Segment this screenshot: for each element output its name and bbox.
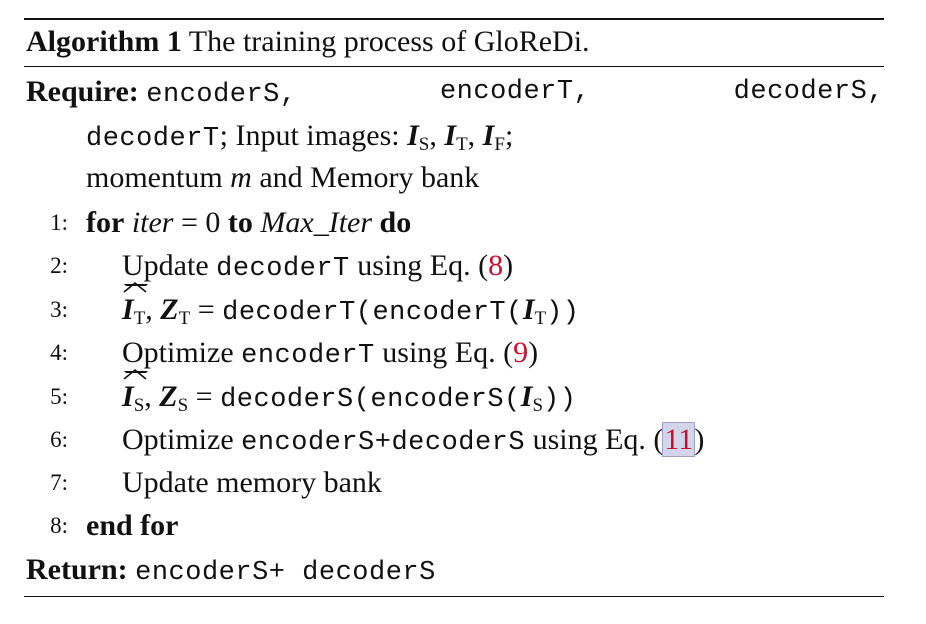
sub-F: F [494,134,505,155]
I-hat-S: I [122,368,148,417]
comma: , [429,119,437,152]
line-number-4: 4: [50,340,68,365]
line-number-2: 2: [50,253,68,278]
require-memory: and Memory bank [251,161,480,194]
encoderT-call: encoderT( [372,298,523,328]
using-eq: using Eq. ( [525,423,664,456]
for-keyword: for [86,206,125,239]
input-I-T: I [444,119,457,152]
sub-S: S [133,395,145,416]
require-decoderT: decoderT [86,124,220,154]
sub-S: S [177,395,189,416]
require-inputs-text: ; Input images: [219,119,408,152]
encoderT-ref: encoderT [241,341,375,371]
line-3: IT, ZT = decoderT(encoderT(IT)) [122,281,580,333]
do-keyword: do [379,206,412,239]
line-8: end for [86,506,179,546]
return-value: encoderS+ decoderS [135,558,436,588]
encoderS-decoderS-ref: encoderS+decoderS [241,428,526,458]
require-keyword: Require: [26,75,139,108]
eq-ref-8[interactable]: 8 [488,249,504,282]
require-encoderS: encoderS, [146,80,297,110]
top-rule [24,18,884,20]
sub-T: T [133,308,146,329]
sub-T: T [456,134,468,155]
line-4: Optimize encoderT using Eq. (9) [122,333,538,376]
require-line-1: Require: encoderS, encoderT, decoderS, [26,72,884,115]
equals: = [190,293,223,326]
decoderS-call: decoderS( [220,385,371,415]
comma: , [467,119,476,152]
update-memory-text: Update memory bank [122,466,382,499]
update-text: Update [122,249,217,282]
line-2: Update decoderT using Eq. (8) [122,246,513,289]
semicolon: ; [504,119,514,152]
line-number-5: 5: [50,384,68,409]
input-I-S: I [407,119,419,152]
eq-ref-11[interactable]: 11 [662,422,696,457]
require-line-3: momentum m and Memory bank [86,158,479,198]
line-number-8: 8: [50,513,68,538]
equals: = [188,380,221,413]
Z-var: Z [160,293,179,326]
hat-icon [123,368,147,380]
algorithm-title: The training process of GloReDi. [188,25,590,58]
paren-close: )) [546,298,580,328]
require-first: Require: encoderS, [26,72,297,115]
sub-S: S [532,395,544,416]
using-eq: using Eq. ( [374,336,514,369]
encoderS-call: encoderS( [370,385,521,415]
decoderT-ref: decoderT [216,254,350,284]
hat-icon [123,281,147,293]
sub-T: T [534,308,547,329]
line-number-7: 7: [50,470,68,495]
eq-ref-9[interactable]: 9 [513,336,529,369]
line-5: IS, ZS = decoderS(encoderS(IS)) [122,368,577,420]
optimize-text: Optimize [122,336,242,369]
I-var: I [122,380,134,413]
require-line-2: decoderT; Input images: IS, IT, IF; [86,116,513,159]
using-eq: using Eq. ( [349,249,489,282]
require-decoderS: decoderS, [733,77,884,107]
paren-close: )) [543,385,577,415]
max-iter-var: Max_Iter [260,206,373,239]
end-for-keyword: end for [86,509,179,542]
require-momentum: momentum [86,161,231,194]
to-keyword: to [227,206,253,239]
optimize-text: Optimize [122,423,242,456]
line-7: Update memory bank [122,463,382,503]
eq-zero: = 0 [173,206,228,239]
require-m: m [230,161,252,194]
Z-var: Z [159,380,178,413]
bottom-rule [24,596,884,597]
I-var: I [122,293,134,326]
return-line: Return: encoderS+ decoderS [26,550,436,593]
caption-rule [24,66,884,67]
line-6: Optimize encoderS+decoderS using Eq. (11… [122,420,704,463]
paren-close: ) [528,336,539,369]
paren-close: ) [503,249,514,282]
require-encoderT: encoderT, [439,77,591,107]
sub-S: S [418,134,430,155]
algorithm-label: Algorithm 1 [26,25,182,58]
line-1: for iter = 0 to Max_Iter do [86,203,411,243]
line-number-1: 1: [50,210,68,235]
I-hat-T: I [122,281,148,330]
line-number-6: 6: [50,427,68,452]
I-var: I [520,380,533,413]
line-number-3: 3: [50,297,68,322]
return-keyword: Return: [26,553,128,586]
I-var: I [522,293,535,326]
iter-var: iter [131,206,174,239]
decoderT-call: decoderT( [222,298,373,328]
paren-close: ) [694,423,705,456]
input-I-F: I [482,119,495,152]
sub-T: T [178,308,191,329]
algorithm-caption: Algorithm 1 The training process of GloR… [26,22,590,62]
